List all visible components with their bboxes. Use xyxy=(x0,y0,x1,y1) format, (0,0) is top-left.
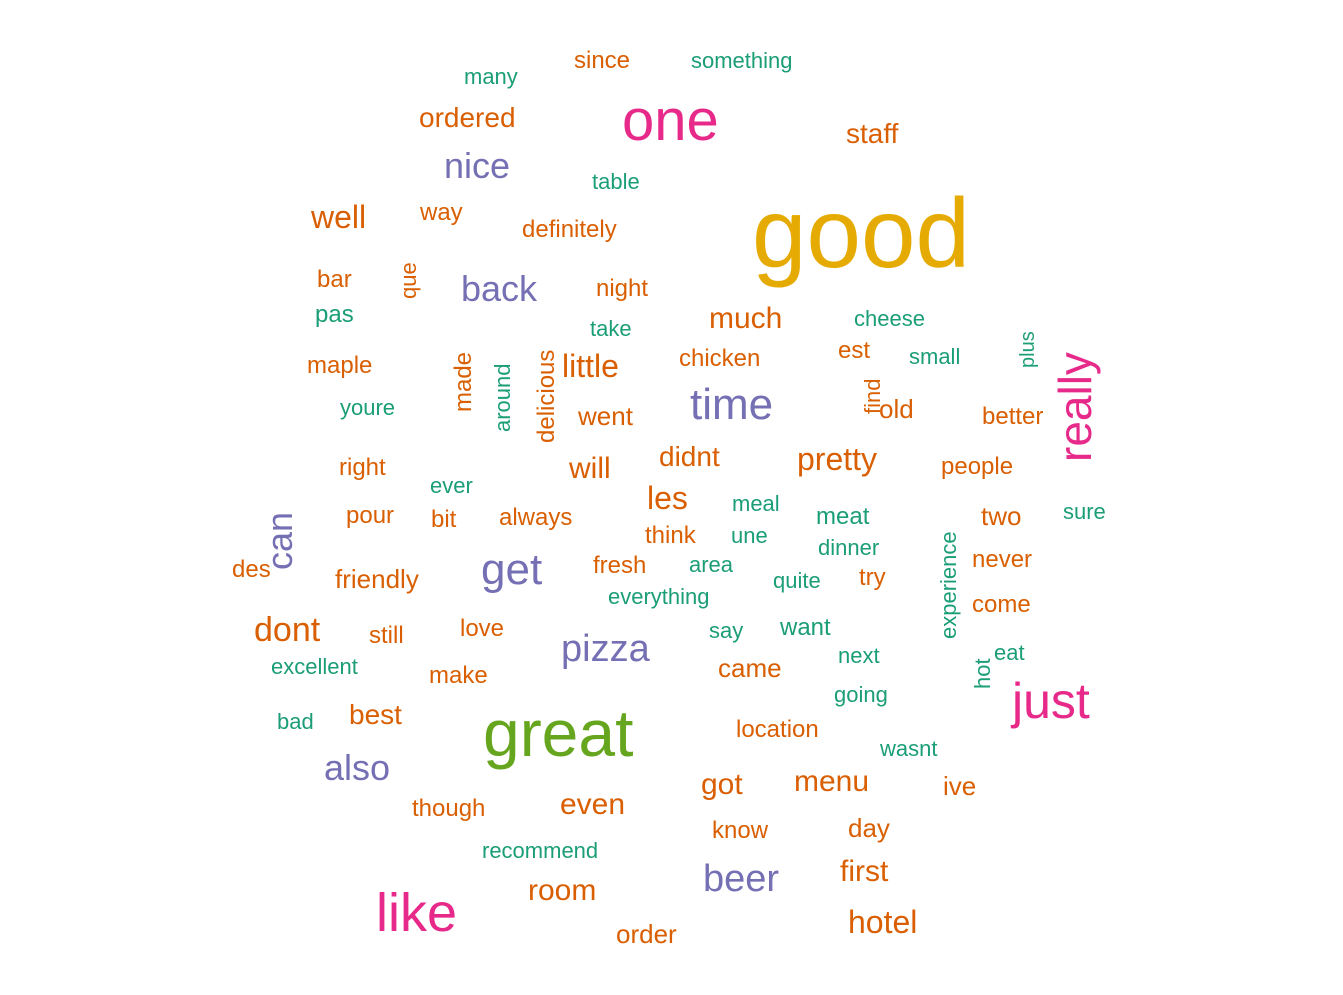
word-even: even xyxy=(560,788,626,821)
word-good: good xyxy=(752,178,971,288)
word-make: make xyxy=(429,662,488,689)
word-bit: bit xyxy=(431,506,457,533)
word-beer: beer xyxy=(703,858,780,900)
word-think: think xyxy=(645,522,696,549)
word-des: des xyxy=(232,556,271,583)
word-les: les xyxy=(647,480,688,516)
word-want: want xyxy=(780,614,831,641)
word-area: area xyxy=(689,552,734,577)
word-came: came xyxy=(718,653,782,683)
word-pretty: pretty xyxy=(797,441,878,477)
word-bar: bar xyxy=(317,266,352,293)
word-definitely: definitely xyxy=(522,216,617,243)
word-though: though xyxy=(412,795,486,822)
word-pizza: pizza xyxy=(561,628,650,670)
word-ever: ever xyxy=(430,473,473,498)
word-didnt: didnt xyxy=(659,441,720,472)
word-eat: eat xyxy=(994,640,1025,665)
word-order: order xyxy=(616,919,677,949)
word-always: always xyxy=(499,504,573,531)
word-staff: staff xyxy=(846,118,899,149)
word-location: location xyxy=(736,716,819,743)
word-two: two xyxy=(981,501,1022,531)
word-sure: sure xyxy=(1063,499,1106,524)
word-love: love xyxy=(460,615,505,642)
word-many: many xyxy=(464,64,518,89)
word-find: find xyxy=(860,378,885,414)
word-friendly: friendly xyxy=(335,564,419,594)
word-time: time xyxy=(690,380,774,429)
word-une: une xyxy=(731,523,768,548)
word-since: since xyxy=(574,47,631,74)
word-nice: nice xyxy=(444,145,511,186)
word-ordered: ordered xyxy=(419,102,516,133)
word-fresh: fresh xyxy=(593,552,647,579)
word-ive: ive xyxy=(943,771,977,801)
word-really: really xyxy=(1049,352,1101,462)
word-just: just xyxy=(1012,673,1090,729)
word-bad: bad xyxy=(277,709,314,734)
word-menu: menu xyxy=(794,765,870,798)
word-table: table xyxy=(592,169,640,194)
word-plus: plus xyxy=(1017,331,1039,368)
word-pas: pas xyxy=(315,301,354,328)
word-quite: quite xyxy=(773,568,821,593)
word-around: around xyxy=(490,363,515,432)
word-est: est xyxy=(838,337,871,364)
word-wasnt: wasnt xyxy=(880,736,938,761)
word-next: next xyxy=(838,643,880,668)
word-youre: youre xyxy=(340,395,396,420)
word-hot: hot xyxy=(970,658,995,689)
word-right: right xyxy=(339,454,386,481)
word-still: still xyxy=(369,622,404,649)
word-que: que xyxy=(396,262,421,299)
word-room: room xyxy=(528,874,597,907)
word-pour: pour xyxy=(346,502,395,529)
word-way: way xyxy=(420,199,463,226)
word-maple: maple xyxy=(307,352,373,379)
word-take: take xyxy=(590,316,632,341)
word-went: went xyxy=(578,401,633,431)
word-delicious: delicious xyxy=(533,349,560,443)
word-well: well xyxy=(311,199,367,235)
word-know: know xyxy=(712,817,769,844)
word-chicken: chicken xyxy=(679,345,761,372)
word-hotel: hotel xyxy=(848,904,918,940)
word-get: get xyxy=(481,545,543,594)
word-one: one xyxy=(622,88,719,153)
word-first: first xyxy=(840,855,889,888)
word-will: will xyxy=(569,452,611,485)
word-say: say xyxy=(709,618,744,643)
word-like: like xyxy=(376,883,458,943)
word-little: little xyxy=(562,348,619,384)
word-recommend: recommend xyxy=(482,838,599,863)
word-people: people xyxy=(941,453,1014,480)
word-everything: everything xyxy=(608,584,710,609)
word-old: old xyxy=(879,394,914,424)
word-great: great xyxy=(483,696,634,770)
word-much: much xyxy=(709,302,783,335)
word-day: day xyxy=(848,813,890,843)
word-experience: experience xyxy=(936,531,961,639)
word-best: best xyxy=(349,699,402,730)
word-going: going xyxy=(834,682,888,707)
word-meal: meal xyxy=(732,491,780,516)
word-got: got xyxy=(701,768,743,801)
word-made: made xyxy=(450,351,477,412)
word-come: come xyxy=(972,591,1031,618)
word-night: night xyxy=(596,275,649,302)
word-excellent: excellent xyxy=(271,654,358,679)
word-try: try xyxy=(859,564,886,591)
word-something: something xyxy=(691,48,793,73)
word-dinner: dinner xyxy=(818,535,880,560)
word-back: back xyxy=(461,268,538,309)
word-also: also xyxy=(324,747,391,788)
word-never: never xyxy=(972,546,1033,573)
word-dont: dont xyxy=(254,611,321,649)
word-cheese: cheese xyxy=(854,306,925,331)
word-small: small xyxy=(909,344,961,369)
word-better: better xyxy=(982,403,1044,430)
word-meat: meat xyxy=(816,503,870,530)
